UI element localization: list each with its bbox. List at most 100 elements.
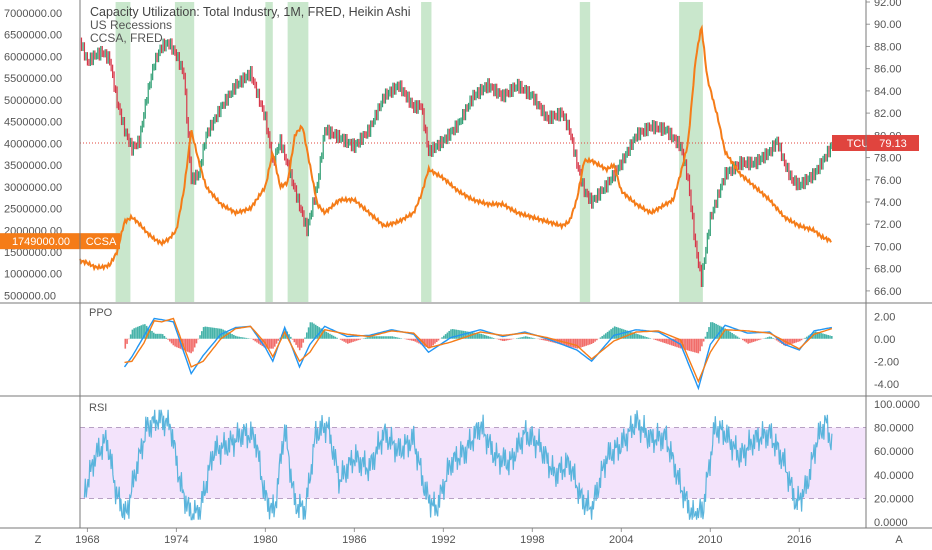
ccsa-tag-name-bg	[82, 233, 120, 250]
rsi-band	[80, 427, 866, 499]
ppo-histogram-bar	[498, 338, 500, 340]
ppo-histogram-bar	[804, 337, 806, 339]
ppo-axis-tick-3: -4.00	[874, 379, 899, 391]
ppo-histogram-bar	[176, 338, 178, 348]
ccsa-line	[79, 24, 832, 272]
x-axis-tick-5: 1998	[520, 534, 544, 546]
rsi-axis-tick-2: 60.0000	[874, 446, 914, 458]
ppo-histogram-bar	[637, 334, 639, 339]
ppo-histogram-bar	[233, 334, 235, 339]
ppo-histogram-bar	[190, 338, 192, 354]
ppo-histogram-bar	[297, 338, 299, 348]
ppo-histogram-bar	[596, 338, 598, 341]
ppo-histogram-bar	[539, 338, 541, 340]
ppo-histogram-bar	[604, 333, 607, 339]
ppo-histogram-bar	[752, 338, 755, 342]
ppo-histogram-bar	[263, 338, 265, 348]
ppo-axis-tick-2: -2.00	[874, 356, 899, 368]
ppo-histogram-bar	[144, 324, 146, 339]
ppo-histogram-bar	[615, 326, 618, 339]
ppo-histogram-bar	[825, 334, 828, 339]
ppo-histogram-bar	[124, 338, 127, 349]
ppo-histogram-bar	[499, 338, 502, 341]
ppo-histogram-bar	[717, 324, 719, 339]
ccsa-tag-value-bg	[0, 233, 82, 250]
ppo-histogram-bar	[236, 336, 239, 339]
ppo-histogram-bar	[624, 329, 627, 339]
ppo-histogram-bar	[208, 327, 210, 339]
ppo-histogram-bar	[816, 332, 819, 339]
rsi-line	[83, 409, 833, 521]
ppo-histogram-bar	[507, 338, 509, 341]
ppo-histogram-bar	[542, 338, 545, 341]
ppo-histogram-bar	[685, 338, 687, 350]
ppo-histogram-bar	[186, 338, 189, 352]
ppo-histogram-bar	[234, 335, 237, 339]
ppo-histogram-bar	[160, 333, 162, 339]
ppo-histogram-bar	[457, 329, 459, 339]
recession-band-0	[115, 2, 131, 302]
ppo-histogram-bar	[202, 327, 205, 339]
ppo-histogram-bar	[519, 337, 522, 339]
ppo-histogram-bar	[727, 330, 730, 339]
ppo-histogram-bar	[204, 326, 207, 339]
ppo-histogram-bar	[437, 338, 440, 341]
zoom-toggle-left[interactable]: Z	[35, 534, 42, 546]
ppo-histogram-bar	[790, 338, 792, 345]
ppo-histogram-bar	[814, 331, 817, 339]
ppo-histogram-bar	[188, 338, 191, 353]
ppo-histogram-bar	[332, 335, 335, 339]
ppo-histogram-bar	[245, 337, 248, 339]
ppo-label: PPO	[89, 307, 113, 319]
ppo-histogram-bar	[306, 332, 308, 339]
ppo-axis-tick-1: 0.00	[874, 334, 895, 346]
ppo-histogram-bar	[396, 337, 399, 339]
ppo-histogram-bar	[672, 338, 675, 346]
ppo-histogram-bar	[532, 337, 534, 339]
ppo-histogram-bar	[346, 338, 349, 344]
ppo-histogram-bar	[766, 337, 769, 339]
ppo-histogram-bar	[135, 327, 137, 339]
ppo-histogram-bar	[715, 323, 717, 339]
ppo-histogram-bar	[238, 336, 240, 339]
ppo-histogram-bar	[336, 337, 338, 339]
ppo-histogram-bar	[695, 338, 698, 353]
ppo-histogram-bar	[197, 338, 200, 340]
ppo-histogram-bar	[487, 336, 490, 339]
ppo-histogram-bar	[240, 337, 242, 339]
ppo-histogram-bar	[759, 338, 762, 340]
ppo-histogram-bar	[416, 338, 418, 343]
ppo-histogram-bar	[151, 330, 153, 339]
ppo-histogram-bar	[706, 331, 709, 339]
ppo-histogram-bar	[174, 338, 176, 347]
ppo-histogram-bar	[394, 337, 397, 339]
ppo-histogram-bar	[517, 337, 520, 339]
ppo-histogram-bar	[293, 338, 296, 343]
ppo-histogram-bar	[524, 336, 527, 339]
right-axis-tick-13: 66.00	[874, 286, 902, 298]
ppo-histogram-bar	[770, 336, 773, 339]
ppo-histogram-bar	[398, 337, 401, 339]
ppo-histogram-bar	[371, 336, 374, 339]
ppo-histogram-bar	[323, 330, 326, 339]
left-axis-tick-6: 4000000.00	[4, 138, 62, 150]
right-axis-tick-8: 76.00	[874, 175, 902, 187]
ppo-histogram-bar	[224, 330, 226, 339]
ppo-histogram-bar	[631, 332, 634, 339]
ppo-histogram-bar	[382, 336, 385, 339]
right-axis-tick-4: 84.00	[874, 86, 902, 98]
ppo-histogram-bar	[273, 338, 276, 347]
recession-band-1	[174, 2, 195, 302]
ppo-histogram-bar	[412, 338, 415, 342]
ppo-histogram-bar	[167, 338, 169, 340]
ppo-histogram-bar	[192, 338, 194, 352]
left-axis-tick-7: 3500000.00	[4, 160, 62, 172]
ppo-histogram-bar	[667, 338, 669, 345]
ppo-histogram-bar	[661, 338, 664, 343]
ppo-histogram-bar	[482, 334, 484, 339]
recession-band-4	[421, 2, 432, 302]
ppo-histogram-bar	[626, 330, 628, 339]
auto-scale-toggle[interactable]: A	[895, 534, 903, 546]
ppo-histogram-bar	[142, 324, 144, 339]
ppo-histogram-bar	[378, 336, 381, 339]
